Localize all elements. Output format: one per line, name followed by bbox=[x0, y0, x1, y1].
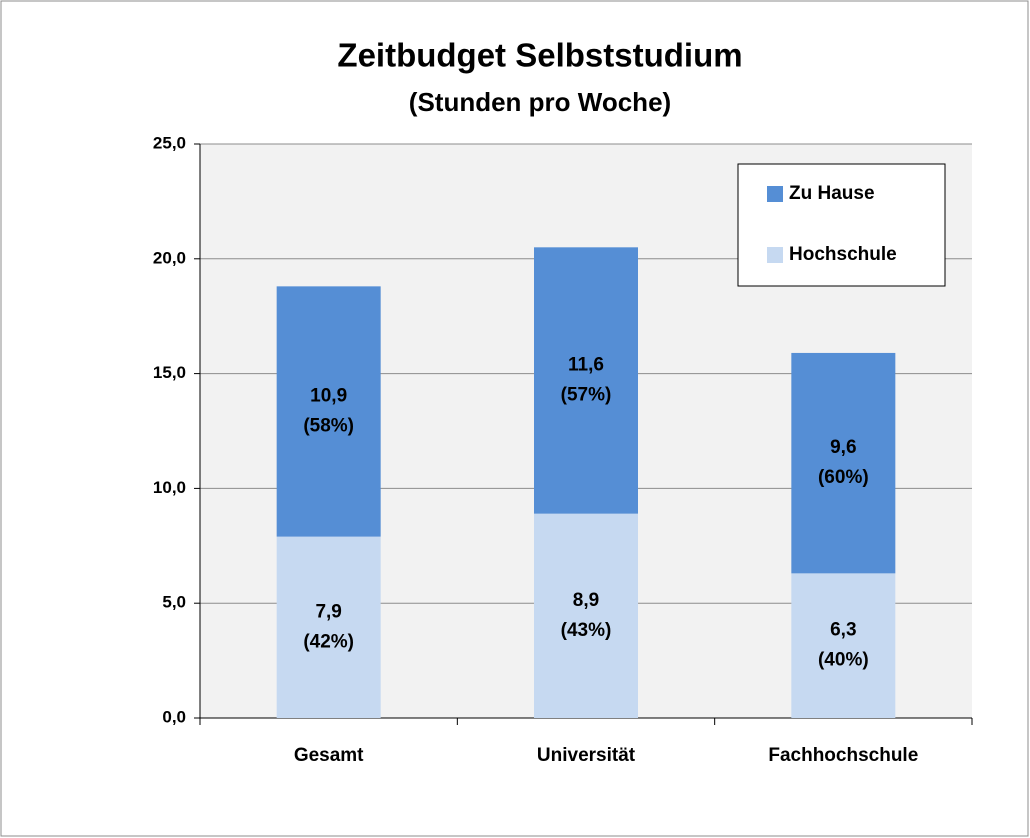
x-tick-label: Universität bbox=[537, 745, 636, 766]
y-tick-label: 25,0 bbox=[153, 133, 186, 152]
data-label: 10,9 (58%) bbox=[303, 385, 354, 436]
data-label: 8,9 (43%) bbox=[561, 590, 612, 641]
data-label-line: (40%) bbox=[818, 650, 869, 671]
legend-label: Hochschule bbox=[789, 244, 897, 265]
data-label-line: (57%) bbox=[561, 385, 612, 406]
data-label-line: 11,6 bbox=[568, 355, 604, 376]
bar-segment bbox=[534, 247, 638, 514]
y-tick-label: 20,0 bbox=[153, 248, 186, 267]
data-label-line: (58%) bbox=[303, 415, 354, 436]
y-tick-label: 15,0 bbox=[153, 363, 186, 382]
data-label-line: 7,9 bbox=[315, 601, 341, 622]
data-label-line: 10,9 bbox=[310, 385, 347, 406]
x-tick-label: Fachhochschule bbox=[768, 745, 918, 766]
data-label: 11,6 (57%) bbox=[561, 355, 612, 406]
legend-swatch bbox=[767, 186, 783, 202]
x-tick-label: Gesamt bbox=[294, 745, 364, 766]
chart-title: Zeitbudget Selbststudium bbox=[337, 37, 742, 74]
bar-segment bbox=[276, 536, 381, 718]
data-label-line: (60%) bbox=[818, 467, 869, 488]
data-label-line: 9,6 bbox=[830, 437, 856, 458]
data-label: 7,9 (42%) bbox=[303, 601, 354, 652]
bar-segment bbox=[791, 352, 896, 574]
bar-segment bbox=[534, 513, 638, 718]
legend-box bbox=[737, 163, 946, 287]
chart-subtitle: (Stunden pro Woche) bbox=[409, 87, 671, 117]
bar-segment bbox=[791, 573, 896, 718]
data-label: 6,3 (40%) bbox=[818, 620, 869, 671]
data-label: 9,6 (60%) bbox=[818, 437, 869, 488]
y-tick-label: 0,0 bbox=[162, 707, 186, 726]
bar-segment bbox=[276, 286, 381, 537]
data-label-line: 6,3 bbox=[830, 620, 856, 641]
data-label-line: (43%) bbox=[561, 620, 612, 641]
legend-label: Zu Hause bbox=[789, 183, 875, 204]
data-label-line: (42%) bbox=[303, 631, 354, 652]
y-tick-label: 5,0 bbox=[162, 593, 186, 612]
data-label-line: 8,9 bbox=[573, 590, 599, 611]
legend-swatch bbox=[767, 247, 783, 263]
y-tick-label: 10,0 bbox=[153, 478, 186, 497]
